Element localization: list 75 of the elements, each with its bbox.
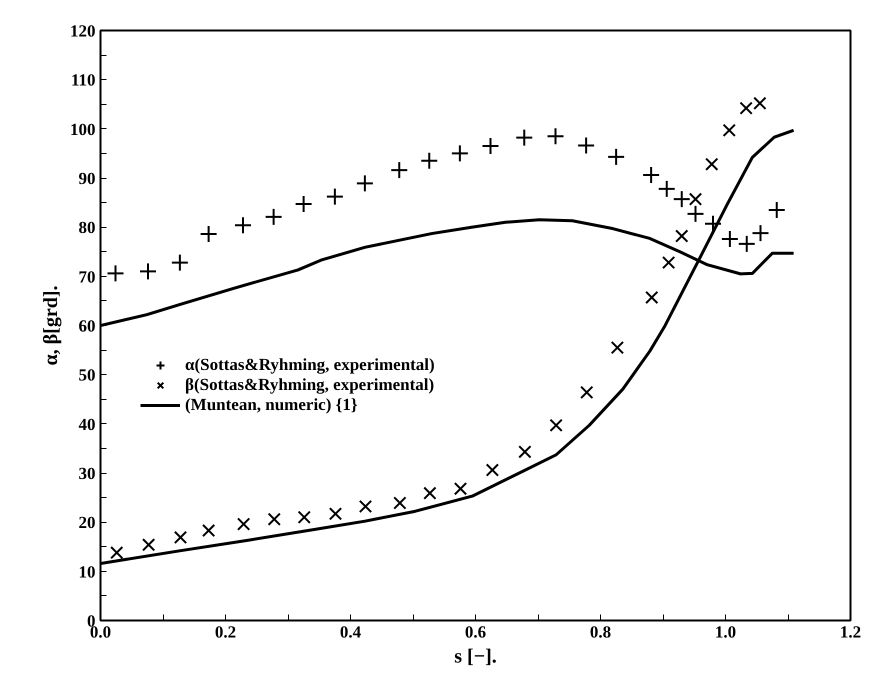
point xyxy=(268,512,281,526)
point xyxy=(423,486,437,500)
point xyxy=(264,208,283,226)
point xyxy=(202,524,216,538)
point xyxy=(236,517,250,531)
y-tick-label: 30 xyxy=(78,464,96,483)
point xyxy=(610,340,624,354)
point xyxy=(752,224,770,242)
point xyxy=(298,510,311,524)
point xyxy=(106,264,124,282)
point xyxy=(454,482,468,496)
point xyxy=(486,463,500,477)
line-series xyxy=(100,128,796,565)
x-tick-label: 1.0 xyxy=(714,622,736,642)
x-tick-label: 0.8 xyxy=(590,622,612,642)
point xyxy=(450,144,469,162)
point xyxy=(705,158,718,171)
point xyxy=(672,190,691,208)
point xyxy=(675,229,688,243)
point xyxy=(580,386,594,400)
point xyxy=(546,127,564,146)
y-tick-label: 20 xyxy=(78,513,96,532)
point xyxy=(482,137,500,156)
point xyxy=(294,195,313,214)
point xyxy=(549,418,563,432)
y-tick-label: 90 xyxy=(78,169,96,188)
point xyxy=(139,262,157,280)
point xyxy=(704,214,722,233)
point xyxy=(645,290,658,304)
point xyxy=(658,180,676,198)
point xyxy=(518,445,532,459)
point xyxy=(662,256,676,270)
legend-label: β(Sottas&Ryhming, experimental) xyxy=(185,375,434,395)
point xyxy=(642,166,660,184)
y-tick-label: 40 xyxy=(78,414,96,434)
point xyxy=(686,204,704,223)
x-axis-title: s [−]. xyxy=(454,646,497,668)
point xyxy=(200,225,218,244)
point xyxy=(720,230,739,248)
point xyxy=(110,546,124,560)
y-axis-title: α, β[grd]. xyxy=(40,285,62,366)
point xyxy=(768,200,786,219)
point xyxy=(358,500,372,514)
point xyxy=(390,161,408,180)
y-tick-label: 80 xyxy=(78,218,96,238)
legend-label: (Muntean, numeric) {1} xyxy=(185,395,358,415)
y-tick-label: 60 xyxy=(78,316,96,336)
point xyxy=(738,234,756,253)
point xyxy=(356,174,374,192)
x-tick-label: 1.2 xyxy=(840,622,862,642)
point xyxy=(393,496,407,510)
point xyxy=(170,254,189,272)
point xyxy=(174,530,188,544)
x-tick-label: 0.4 xyxy=(340,622,362,642)
point xyxy=(607,148,626,166)
point xyxy=(577,136,596,155)
point xyxy=(142,538,156,552)
point xyxy=(328,507,342,520)
y-tick-label: 110 xyxy=(70,70,96,90)
y-tick-label: 10 xyxy=(78,562,96,582)
y-tick-label: 120 xyxy=(70,22,96,40)
point xyxy=(753,96,767,110)
y-tick-label: 70 xyxy=(78,267,96,286)
point xyxy=(234,216,252,234)
point xyxy=(326,188,344,206)
point xyxy=(688,192,702,206)
y-tick-label: 50 xyxy=(78,366,96,385)
point xyxy=(420,152,438,170)
point xyxy=(515,128,534,147)
point xyxy=(722,124,736,137)
point xyxy=(739,102,753,115)
x-tick-label: 0.2 xyxy=(214,622,236,642)
x-tick-label: 0.6 xyxy=(464,622,486,642)
legend-label: α(Sottas&Ryhming, experimental) xyxy=(185,355,435,375)
y-tick-label: 100 xyxy=(70,120,96,139)
